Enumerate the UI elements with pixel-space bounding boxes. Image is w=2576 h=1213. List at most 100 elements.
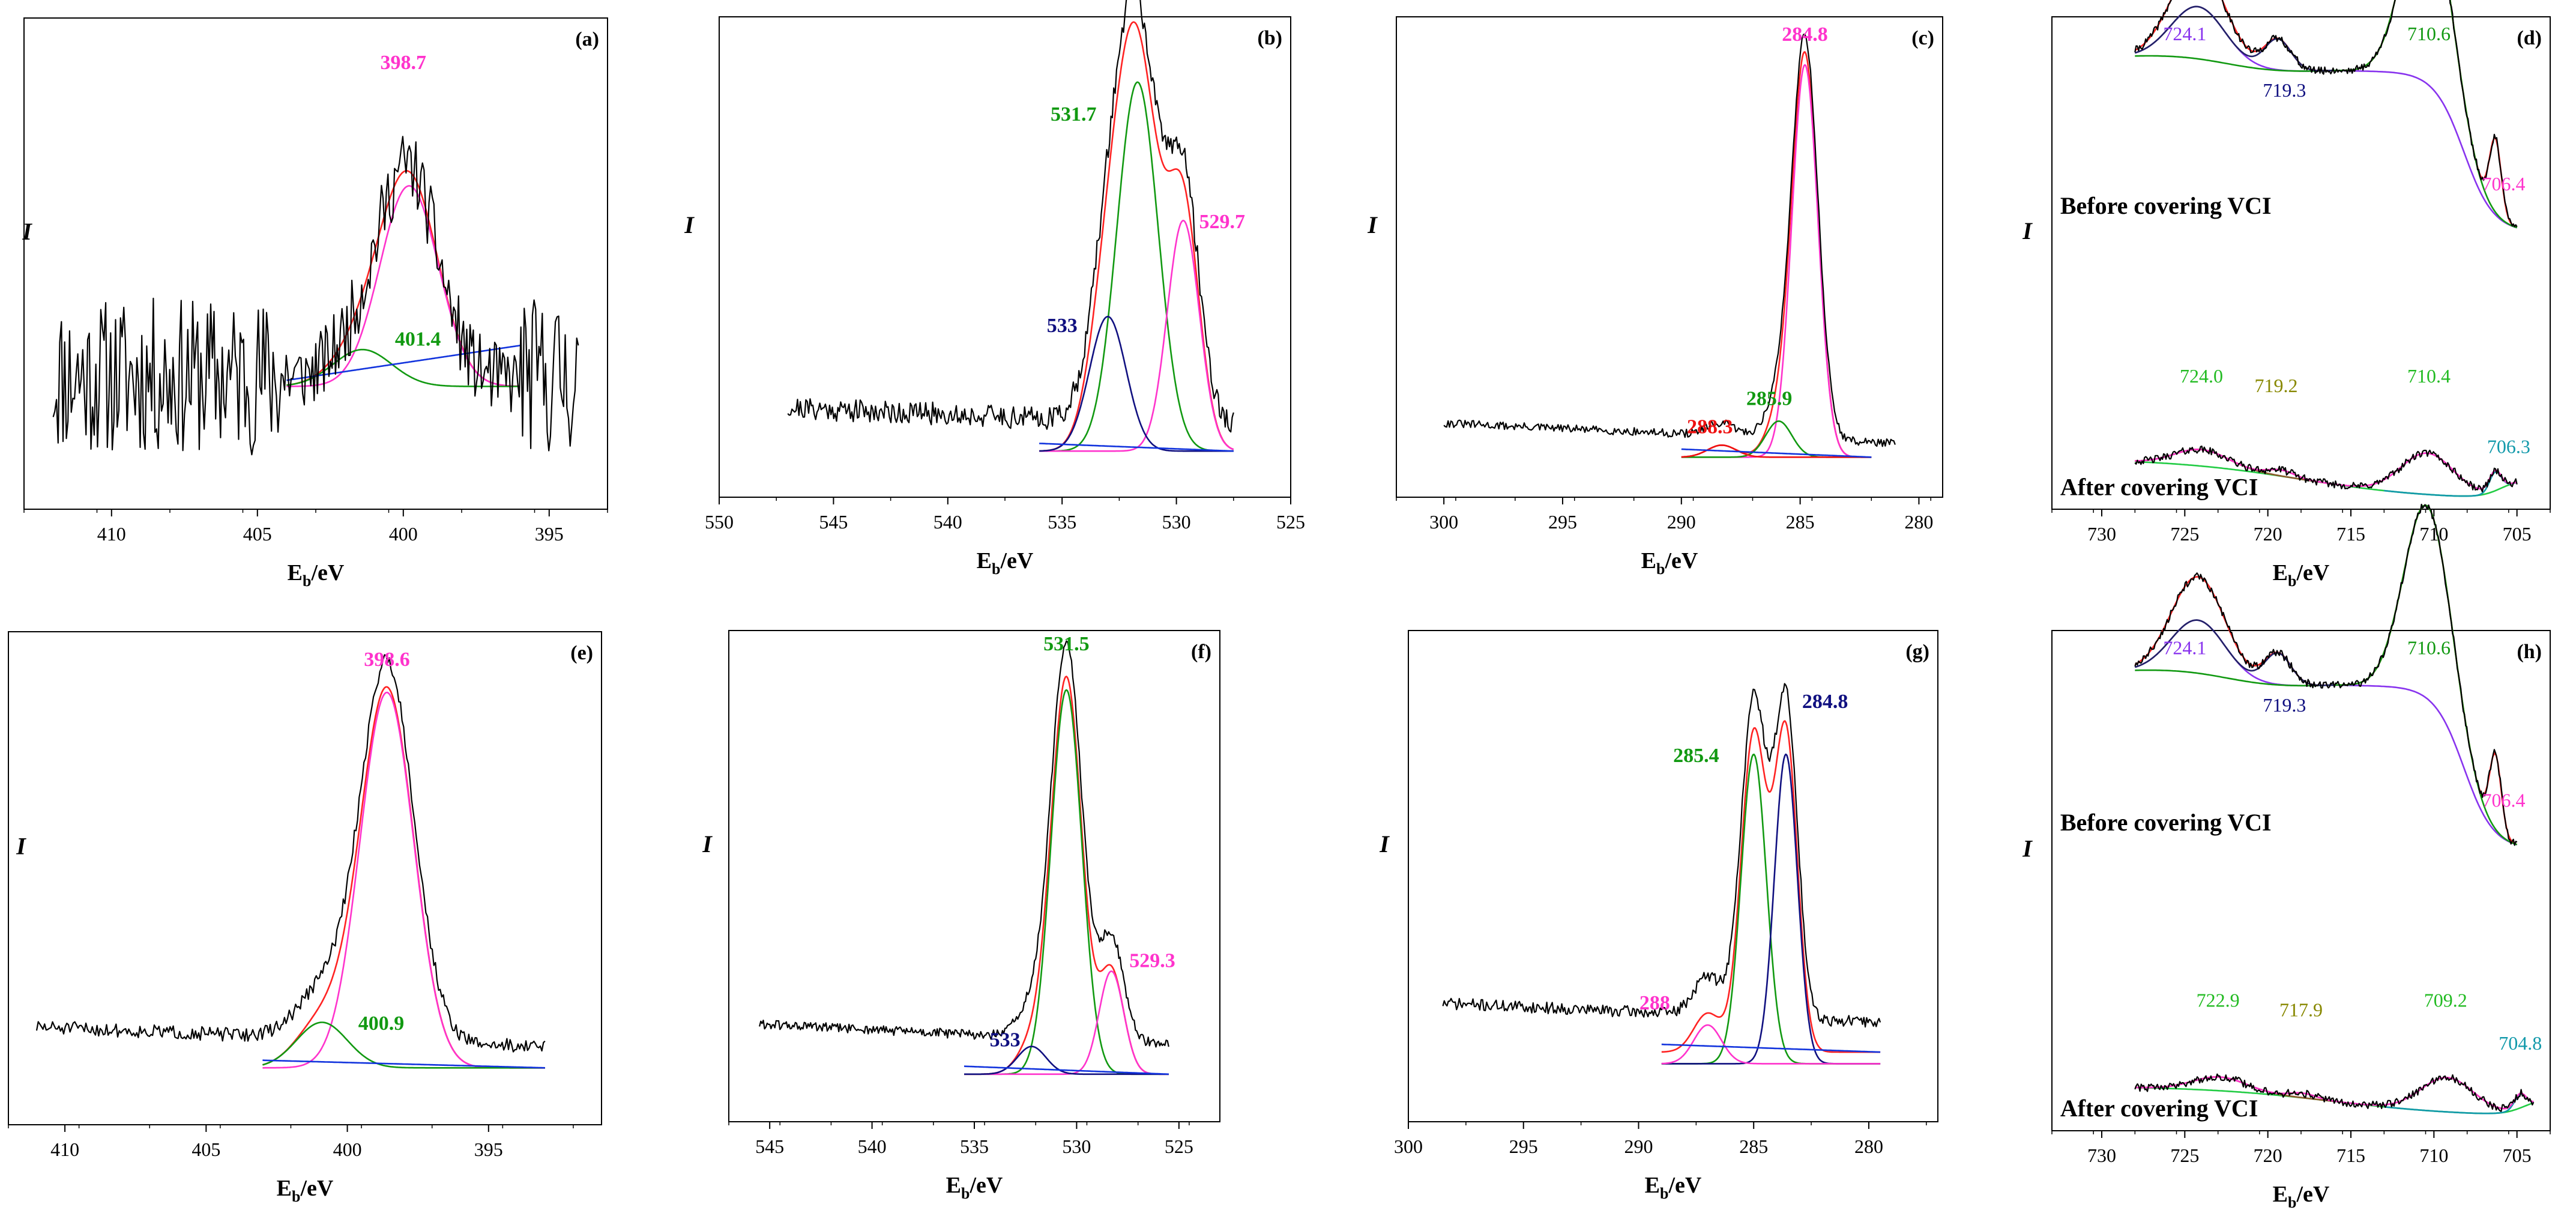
curve-after_raw <box>2134 446 2518 492</box>
panel-tag: (c) <box>1911 27 1934 49</box>
peak-label: 531.5 <box>1043 633 1090 655</box>
peak-label: 529.3 <box>1129 950 1175 972</box>
panel-tag: (a) <box>575 28 599 50</box>
x-tick-label: 525 <box>1165 1136 1193 1157</box>
curve-after_raw <box>2134 1073 2535 1112</box>
y-axis-label: I <box>702 830 713 858</box>
peak-label: 285.4 <box>1673 745 1719 767</box>
panel-tag: (g) <box>1905 641 1929 663</box>
x-tick-label: 410 <box>97 523 126 545</box>
x-tick-label: 395 <box>474 1139 503 1160</box>
x-tick-label: 725 <box>2170 1145 2199 1166</box>
panel-frame <box>719 16 1291 498</box>
curve-bg <box>262 1059 545 1069</box>
peak-label: 533 <box>990 1029 1021 1051</box>
peak-label: 706.3 <box>2487 435 2530 457</box>
x-tick-label: 410 <box>50 1139 79 1160</box>
curve-398-7 <box>286 185 520 387</box>
x-tick-label: 280 <box>1904 511 1933 533</box>
x-tick-label: 720 <box>2254 1145 2282 1166</box>
curve-before_peak <box>2135 504 2518 845</box>
x-tick-label: 715 <box>2336 1145 2365 1166</box>
peak-label: 710.6 <box>2407 637 2451 659</box>
condition-label: Before covering VCI <box>2060 809 2272 836</box>
peak-label: 724.1 <box>2163 23 2206 44</box>
x-tick-label: 535 <box>960 1136 989 1157</box>
x-axis-label: Eb/eV <box>1645 1173 1702 1202</box>
x-tick-label: 730 <box>2087 523 2116 545</box>
curve-raw <box>35 654 546 1053</box>
x-tick-label: 285 <box>1739 1136 1768 1157</box>
x-tick-label: 400 <box>389 523 418 545</box>
peak-label: 531.7 <box>1051 103 1097 126</box>
x-tick-label: 540 <box>934 511 962 533</box>
y-axis-label: I <box>1367 211 1378 238</box>
x-tick-label: 710 <box>2419 1145 2448 1166</box>
x-tick-label: 730 <box>2087 1145 2116 1166</box>
peak-label: 719.3 <box>2263 79 2306 101</box>
y-axis-label: I <box>22 218 32 245</box>
x-axis-label: Eb/eV <box>946 1173 1003 1202</box>
curve-fit <box>1039 21 1234 452</box>
curve-after_teal <box>2384 1093 2534 1115</box>
peak-label: 401.4 <box>395 328 441 350</box>
peak-label: 706.4 <box>2482 790 2526 811</box>
x-tick-label: 285 <box>1786 511 1815 533</box>
curve-bg <box>1661 1043 1881 1053</box>
curve-398-6 <box>262 691 545 1069</box>
x-tick-label: 535 <box>1048 511 1076 533</box>
panel-tag: (d) <box>2517 27 2542 49</box>
curve-bg <box>286 345 520 381</box>
x-tick-label: 705 <box>2503 523 2532 545</box>
curve-284-8 <box>1661 753 1881 1065</box>
peak-label: 284.8 <box>1782 23 1828 46</box>
x-tick-label: 400 <box>333 1139 362 1160</box>
curve-fit <box>964 676 1169 1075</box>
curve-529-3 <box>964 970 1169 1075</box>
panel-d: 730 725 720 715 710 705 Eb/eV I (d) 724.1 719.3 710… <box>2022 0 2551 590</box>
curve-288-3 <box>1681 444 1872 458</box>
curve-bg <box>964 1065 1169 1075</box>
x-axis-label: Eb/eV <box>1641 548 1698 578</box>
panel-f: 545 540 535 530 525 Eb/eV I (f) 531.5 529.3 533 <box>702 630 1220 1202</box>
y-axis-label: I <box>1379 830 1390 858</box>
curve-285-4 <box>1661 754 1881 1065</box>
peak-label: 706.4 <box>2482 173 2526 195</box>
panel-a: 410 405 400 395 Eb/eV I (a) 398.7 401.4 <box>22 17 608 590</box>
curve-before_raw <box>2134 503 2518 846</box>
curve-raw <box>787 0 1234 433</box>
curve-400-9 <box>262 1021 545 1069</box>
curve-531-5 <box>964 689 1169 1075</box>
x-tick-label: 280 <box>1854 1136 1883 1157</box>
panel-g: 300 295 290 285 280 Eb/eV I (g) 285.4 284.8 288 <box>1379 630 1938 1202</box>
curve-533 <box>1039 315 1234 452</box>
y-axis-label: I <box>684 211 695 238</box>
curve-bg <box>1681 448 1872 458</box>
x-tick-label: 710 <box>2419 523 2448 545</box>
curve-531-7 <box>1039 81 1234 452</box>
x-tick-label: 295 <box>1548 511 1577 533</box>
x-tick-label: 550 <box>705 511 734 533</box>
peak-label: 400.9 <box>358 1012 405 1035</box>
x-tick-label: 405 <box>192 1139 220 1160</box>
peak-label: 288 <box>1639 992 1670 1014</box>
curve-raw <box>759 640 1169 1048</box>
condition-label: After covering VCI <box>2060 1095 2258 1122</box>
x-tick-label: 720 <box>2254 523 2282 545</box>
curve-before_fit <box>2134 504 2518 845</box>
x-tick-label: 705 <box>2503 1145 2532 1166</box>
peak-label: 704.8 <box>2499 1032 2542 1054</box>
curve-after_teal <box>2384 471 2517 497</box>
peak-label: 710.4 <box>2407 365 2451 387</box>
curve-raw <box>1442 683 1881 1028</box>
peak-label: 724.0 <box>2180 365 2223 387</box>
x-tick-label: 545 <box>819 511 848 533</box>
x-axis-label: Eb/eV <box>2273 1182 2330 1210</box>
peak-label: 398.6 <box>364 649 410 671</box>
x-tick-label: 300 <box>1394 1136 1423 1157</box>
peak-label: 724.1 <box>2163 637 2206 659</box>
x-axis-label: Eb/eV <box>977 548 1034 578</box>
peak-label: 717.9 <box>2279 999 2323 1021</box>
x-tick-label: 405 <box>243 523 272 545</box>
x-tick-label: 540 <box>858 1136 887 1157</box>
